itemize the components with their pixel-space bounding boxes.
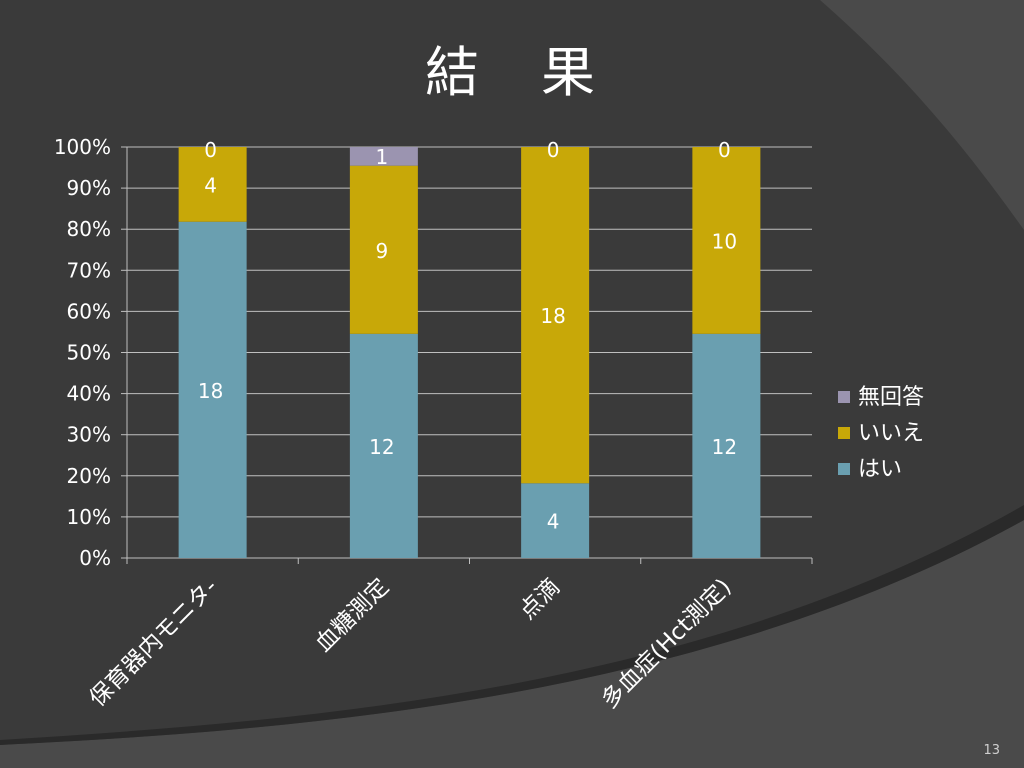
bar-segment [692, 147, 761, 334]
data-label: 0 [547, 138, 560, 162]
y-tick-label: 90% [67, 176, 111, 200]
legend-swatch [838, 463, 850, 475]
y-tick-label: 70% [67, 258, 111, 282]
y-tick-label: 80% [67, 217, 111, 241]
bar-segment [521, 147, 590, 484]
y-tick-label: 30% [67, 423, 111, 447]
data-label: 9 [376, 239, 389, 263]
y-tick-label: 50% [67, 341, 111, 365]
x-category-label: 保育器内モニタ- [85, 574, 223, 712]
legend-swatch [838, 427, 850, 439]
swoosh-shape [0, 520, 1024, 768]
data-label: 0 [718, 138, 731, 162]
data-label: 4 [204, 173, 217, 197]
bar-segment [349, 165, 418, 334]
y-tick-label: 20% [67, 464, 111, 488]
data-label: 10 [712, 229, 737, 253]
legend-swatch [838, 391, 850, 403]
legend-label: いいえ [858, 421, 924, 446]
legend-label: 無回答 [858, 385, 924, 410]
data-label: 4 [547, 510, 560, 534]
data-label: 12 [712, 435, 737, 459]
data-label: 18 [540, 304, 565, 328]
data-label: 1 [376, 145, 389, 169]
bar-segment [349, 147, 418, 166]
y-tick-label: 60% [67, 299, 111, 323]
data-label: 18 [198, 379, 223, 403]
bar-segment [178, 221, 247, 558]
x-category-label: 多血症(Hct測定) [597, 574, 737, 714]
y-tick-label: 40% [67, 382, 111, 406]
x-category-label: 血糖測定 [311, 574, 394, 657]
y-tick-label: 100% [54, 135, 111, 159]
slide-title: 結 果 [425, 41, 599, 104]
bar-segment [178, 147, 247, 222]
bar-segment [349, 333, 418, 558]
y-tick-label: 0% [79, 546, 111, 570]
y-tick-label: 10% [67, 505, 111, 529]
legend-label: はい [858, 457, 902, 482]
swoosh-top-shape [820, 0, 1024, 230]
data-label: 12 [369, 435, 394, 459]
bar-segment [692, 333, 761, 558]
x-category-label: 点滴 [514, 574, 565, 625]
data-label: 0 [204, 138, 217, 162]
slide-number: 13 [983, 743, 1000, 758]
bar-segment [521, 483, 590, 558]
